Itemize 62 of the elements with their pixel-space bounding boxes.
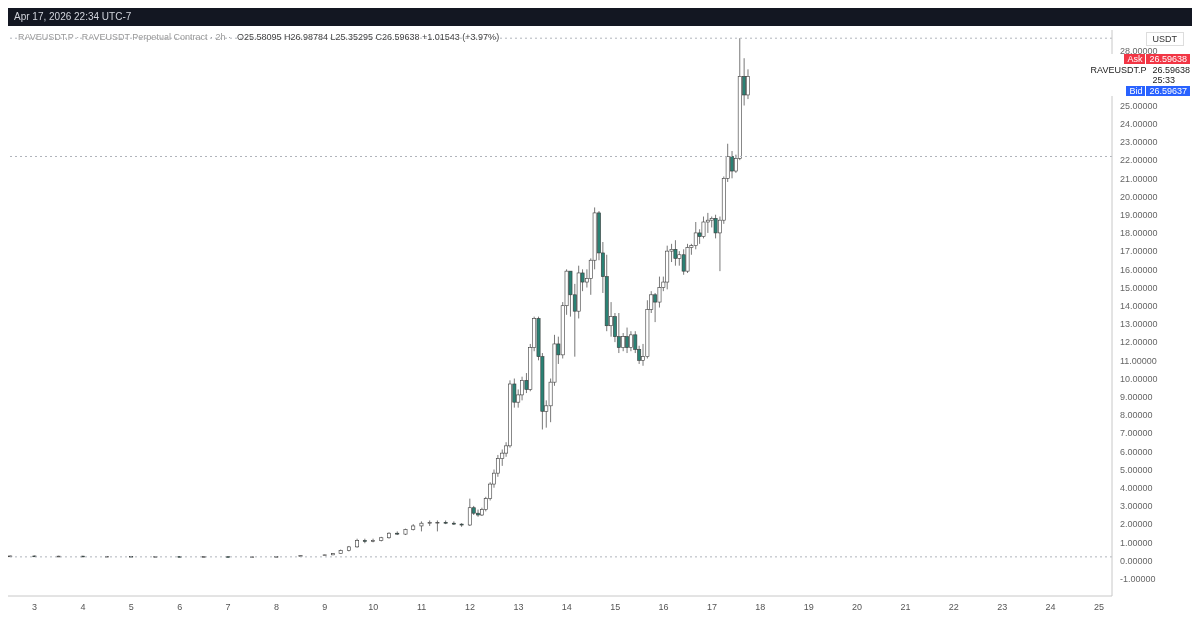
x-tick-label: 6: [177, 602, 183, 613]
y-tick-label: 19.00000: [1120, 209, 1158, 220]
y-tick-label: 20.00000: [1120, 191, 1158, 202]
x-tick-label: 10: [368, 602, 379, 613]
x-tick-label: 24: [1045, 602, 1056, 613]
y-tick-label: 7.00000: [1120, 428, 1153, 439]
y-tick-label: 6.00000: [1120, 446, 1153, 457]
x-tick-label: 15: [610, 602, 621, 613]
x-tick-label: 9: [322, 602, 328, 613]
y-tick-label: 5.00000: [1120, 464, 1153, 475]
x-tick-label: 5: [128, 602, 134, 613]
text: Bid: [1126, 86, 1146, 97]
y-tick-label: 1.00000: [1120, 537, 1153, 548]
x-tick-label: 12: [465, 602, 476, 613]
x-tick-label: 3: [32, 602, 38, 613]
x-tick-label: 21: [900, 602, 911, 613]
y-tick-label: 13.00000: [1120, 319, 1158, 330]
y-tick-label: 25.00000: [1120, 100, 1158, 111]
x-tick-label: 17: [706, 602, 717, 613]
x-tick-label: 13: [513, 602, 524, 613]
y-tick-label: 9.00000: [1120, 391, 1153, 402]
text: 26.59638: [1146, 54, 1190, 65]
text: Ask: [1124, 54, 1146, 65]
x-tick-label: 16: [658, 602, 669, 613]
y-tick-label: -1.00000: [1120, 573, 1156, 584]
x-tick-label: 7: [225, 602, 231, 613]
annotation: O25.58095 H26.98784 L25.35295 C26.59638 +1.01543 (+3.97%): [236, 32, 500, 42]
x-tick-label: 19: [803, 602, 814, 613]
y-tick-label: 2.00000: [1120, 519, 1153, 530]
annotation: RAVEUSDT.P: [1090, 65, 1147, 78]
x-tick-label: 22: [948, 602, 959, 613]
y-tick-label: 4.00000: [1120, 482, 1153, 493]
x-tick-label: 18: [755, 602, 766, 613]
y-tick-label: 8.00000: [1120, 410, 1153, 421]
text: 26.59637: [1146, 86, 1190, 97]
y-tick-label: 17.00000: [1120, 246, 1158, 257]
y-axis-title: USDT: [1145, 32, 1184, 46]
y-tick-label: 28.00000: [1120, 46, 1158, 57]
x-tick-label: 20: [852, 602, 863, 613]
y-tick-label: 11.00000: [1120, 355, 1157, 366]
x-tick-label: 23: [997, 602, 1008, 613]
x-tick-label: 4: [80, 602, 86, 613]
y-tick-label: 24.00000: [1120, 118, 1158, 129]
x-tick-label: 8: [273, 602, 280, 613]
y-tick-label: 23.00000: [1120, 137, 1158, 148]
y-tick-label: 0.00000: [1120, 555, 1153, 566]
y-tick-label: 12.00000: [1120, 337, 1158, 348]
x-tick-label: 11: [416, 602, 427, 613]
y-tick-label: 3.00000: [1120, 501, 1153, 512]
x-tick-label: 25: [1093, 602, 1104, 613]
y-tick-label: 10.00000: [1120, 373, 1158, 384]
y-tick-label: 22.00000: [1120, 155, 1158, 166]
x-tick-label: 14: [561, 602, 572, 613]
text: 25:33: [1152, 75, 1176, 86]
y-tick-label: 21.00000: [1120, 173, 1158, 184]
text: 26.59638: [1152, 65, 1190, 76]
y-tick-label: 14.00000: [1120, 300, 1158, 311]
y-tick-label: 16.00000: [1120, 264, 1158, 275]
chart-title: RAVEUSDT.P · RAVEUSDT Perpetual Contract · 2h ·: [18, 32, 231, 42]
y-tick-label: 18.00000: [1120, 228, 1158, 239]
text: Apr 17, 2026 22:34 UTC-7: [8, 8, 1192, 26]
y-tick-label: 15.00000: [1120, 282, 1158, 293]
